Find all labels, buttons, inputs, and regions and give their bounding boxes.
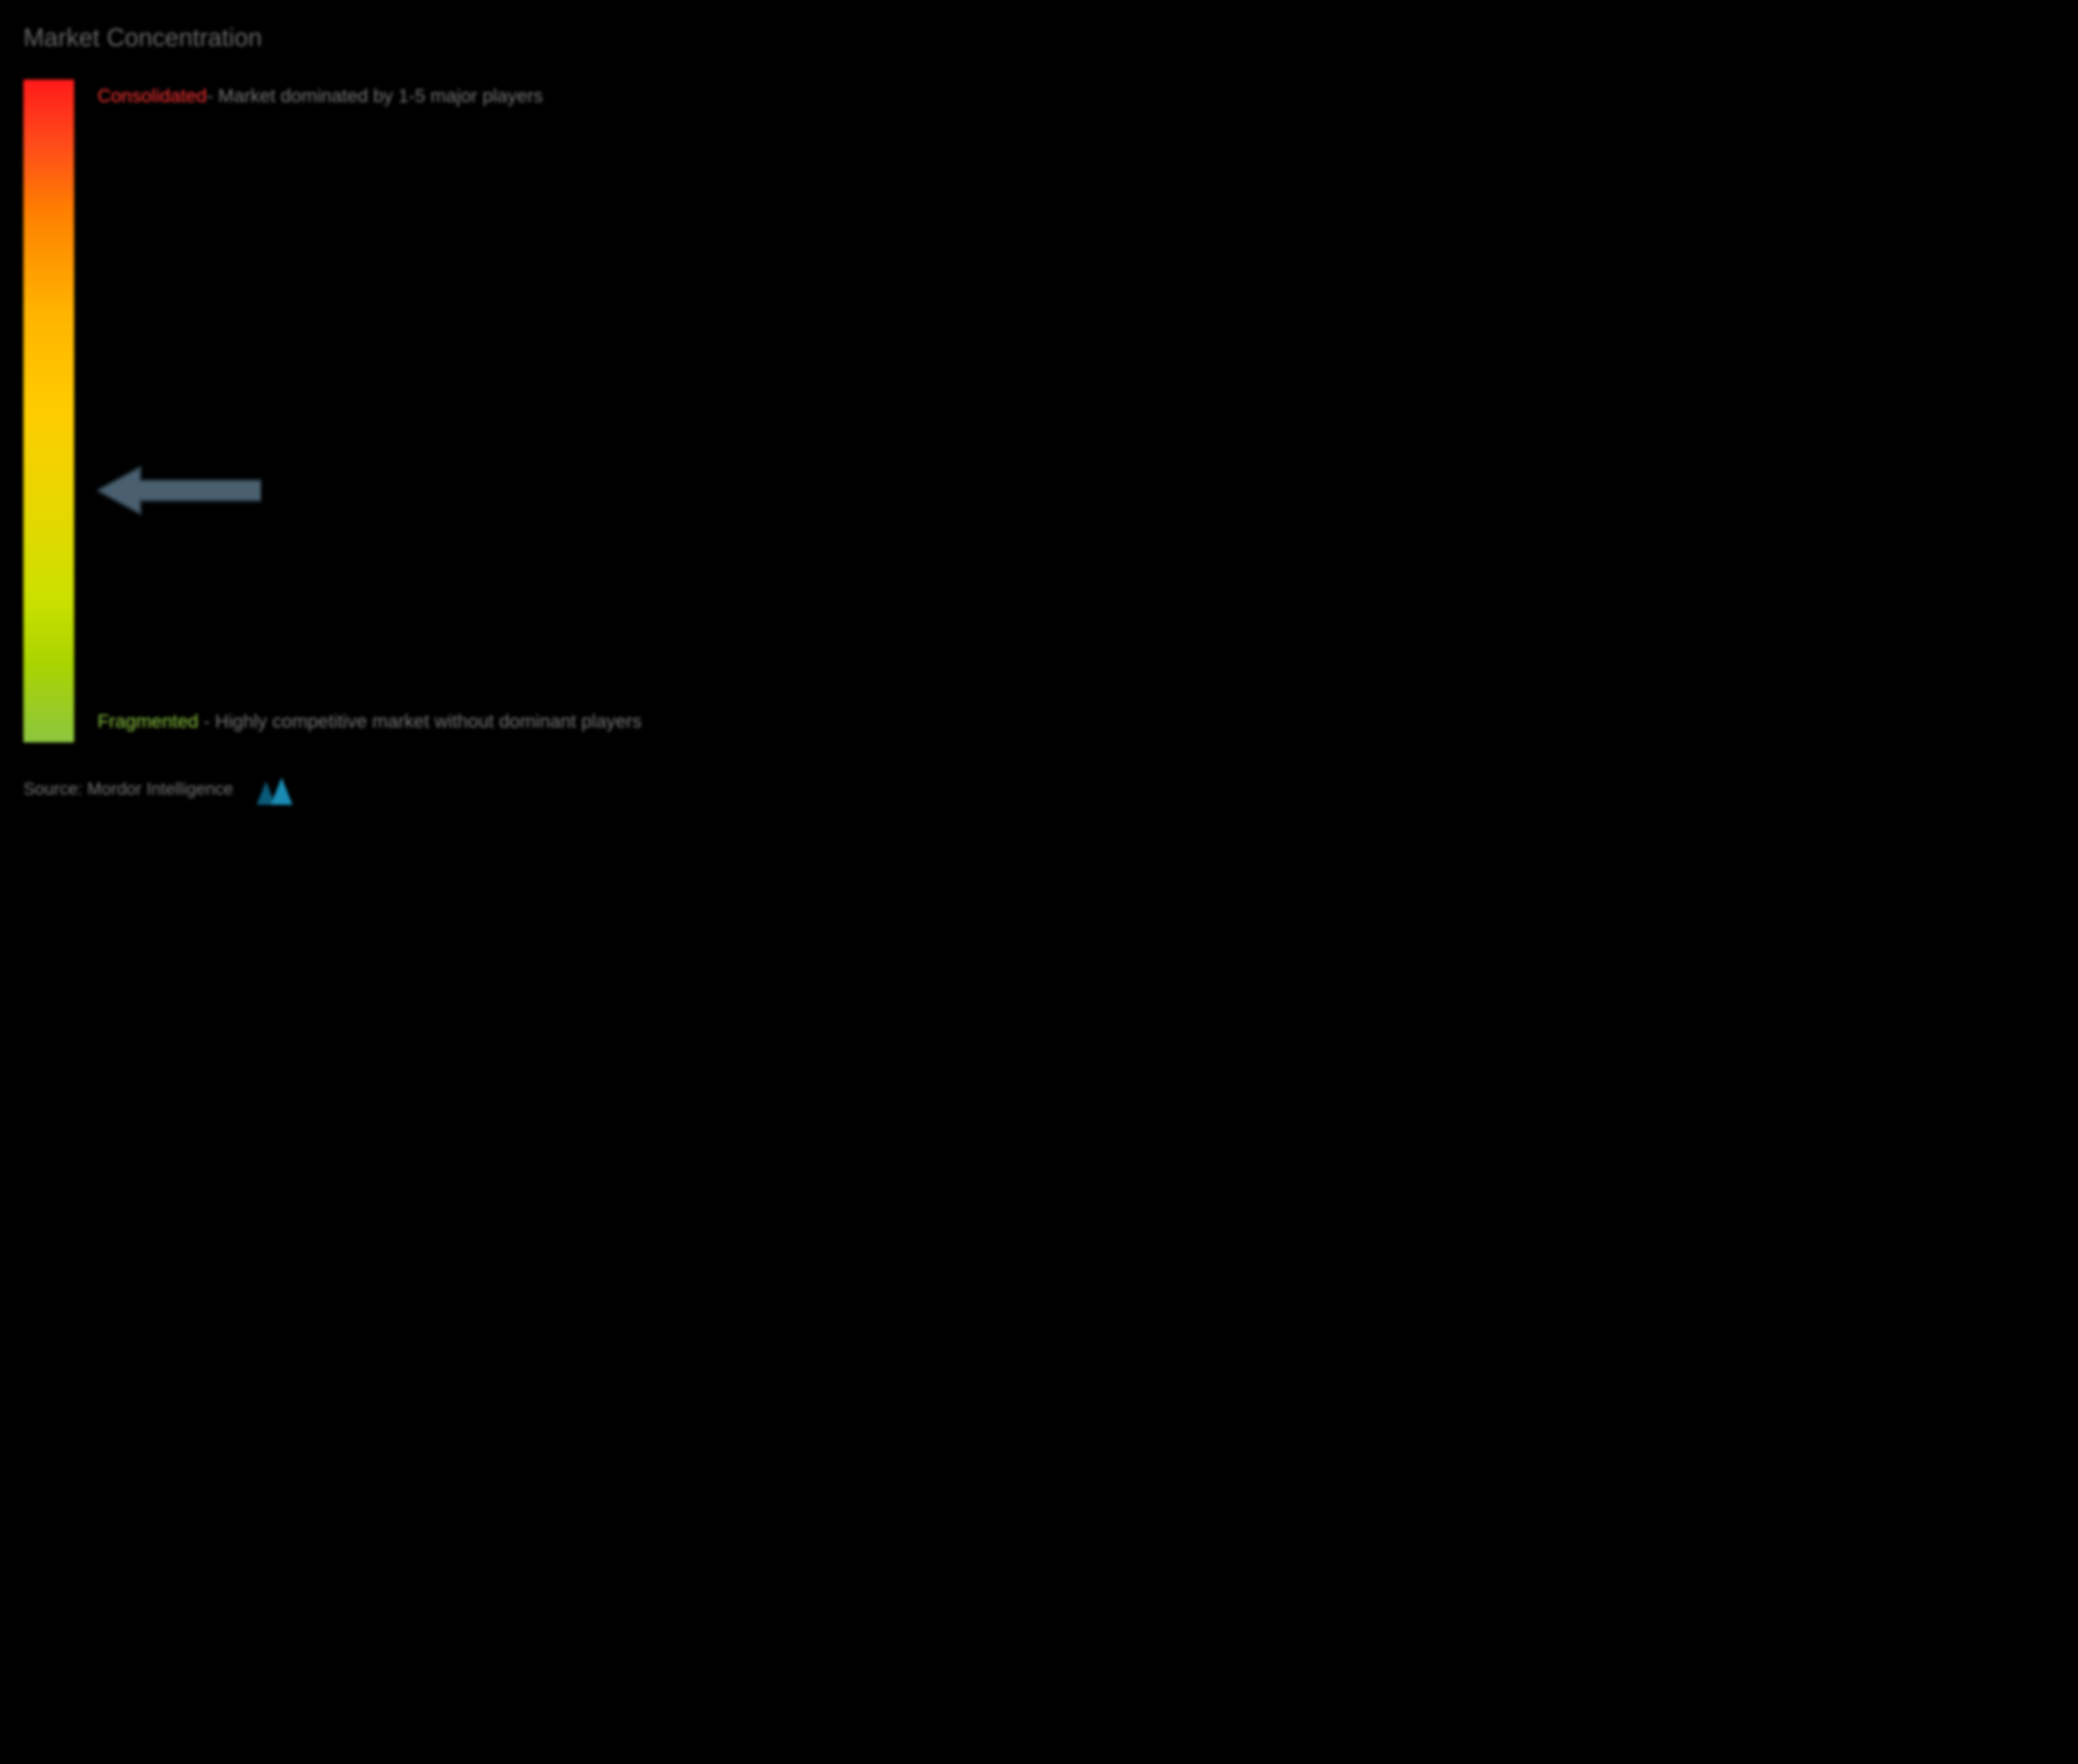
concentration-gradient-bar: [23, 80, 74, 742]
diagram-footer: Source: Mordor Intelligence: [23, 774, 959, 805]
fragmented-label: Fragmented: [98, 711, 198, 732]
consolidated-label: Consolidated: [98, 86, 207, 107]
market-concentration-diagram: Market Concentration Consolidated- Marke…: [23, 23, 959, 805]
consolidated-description: - Market dominated by 1-5 major players: [207, 86, 543, 107]
consolidated-label-row: Consolidated- Market dominated by 1-5 ma…: [98, 83, 543, 110]
fragmented-label-row: Fragmented - Highly competitive market w…: [98, 707, 642, 739]
mordor-logo-icon: [257, 774, 296, 805]
diagram-title: Market Concentration: [23, 23, 959, 52]
source-attribution: Source: Mordor Intelligence: [23, 779, 233, 799]
fragmented-description: - Highly competitive market without domi…: [198, 711, 641, 732]
arrow-left-icon: [98, 463, 261, 518]
labels-area: Consolidated- Market dominated by 1-5 ma…: [98, 80, 959, 742]
indicator-arrow: [98, 463, 261, 518]
diagram-content: Consolidated- Market dominated by 1-5 ma…: [23, 80, 959, 742]
